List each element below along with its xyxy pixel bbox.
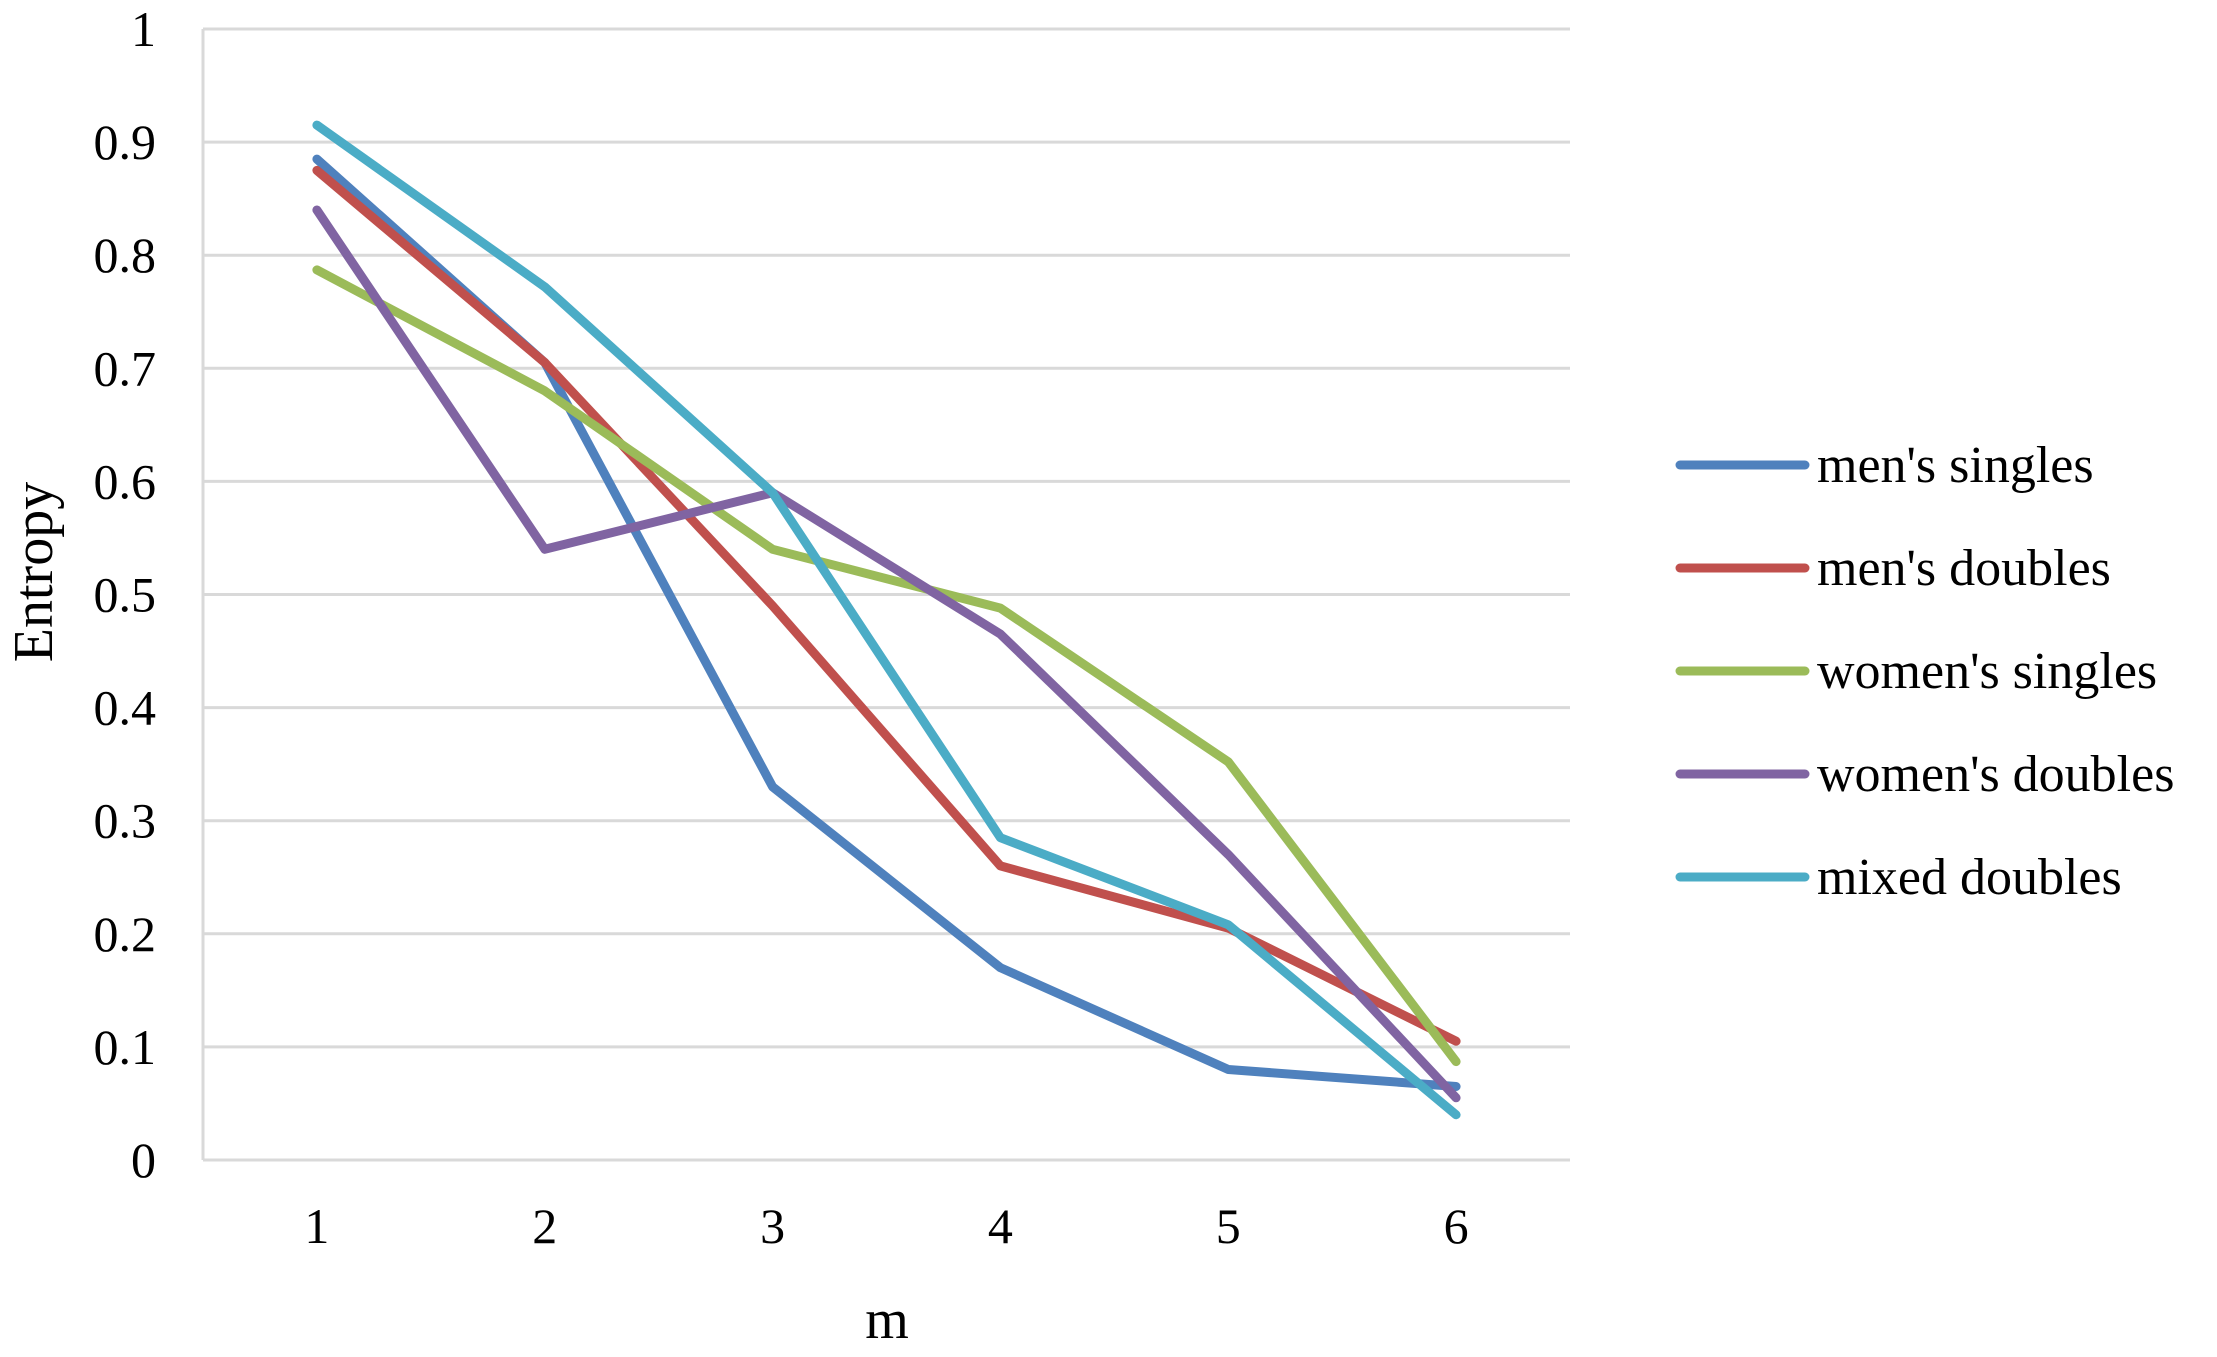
y-tick-label: 0.5 — [94, 567, 157, 623]
y-tick-labels: 0 0.1 0.2 0.3 0.4 0.5 0.6 0.7 0.8 0.9 1 — [94, 1, 157, 1188]
series-line — [312, 154, 1461, 1091]
y-tick-label: 0.1 — [94, 1019, 157, 1075]
y-tick-label: 0.4 — [94, 680, 157, 736]
legend: men's singles men's doubles women's single… — [1675, 437, 2174, 906]
series-line — [312, 165, 1461, 1046]
x-axis-title: m — [865, 1289, 909, 1351]
series-lines — [312, 120, 1461, 1120]
x-tick-label: 3 — [760, 1198, 785, 1254]
series-line — [312, 265, 1461, 1067]
y-tick-label: 0 — [131, 1132, 156, 1188]
x-tick-label: 2 — [532, 1198, 557, 1254]
x-tick-label: 4 — [988, 1198, 1013, 1254]
series-line — [312, 120, 1461, 1120]
y-tick-label: 0.6 — [94, 453, 157, 509]
legend-label: men's singles — [1817, 437, 2094, 494]
legend-label: women's singles — [1817, 643, 2157, 700]
y-tick-label: 0.2 — [94, 906, 157, 962]
axes — [201, 29, 1570, 1162]
series-line — [312, 205, 1461, 1103]
y-tick-label: 1 — [131, 1, 156, 57]
x-tick-label: 5 — [1216, 1198, 1241, 1254]
y-tick-label: 0.8 — [94, 227, 157, 283]
legend-label: mixed doubles — [1817, 849, 2122, 906]
x-tick-label: 1 — [304, 1198, 329, 1254]
gridlines — [203, 27, 1570, 1049]
x-tick-labels: 1 2 3 4 5 6 — [304, 1198, 1468, 1254]
x-tick-label: 6 — [1444, 1198, 1469, 1254]
y-tick-label: 0.9 — [94, 114, 157, 170]
legend-label: men's doubles — [1817, 540, 2111, 597]
y-tick-label: 0.3 — [94, 793, 157, 849]
y-axis-title: Entropy — [3, 482, 65, 662]
y-tick-label: 0.7 — [94, 340, 157, 396]
legend-label: women's doubles — [1817, 746, 2174, 803]
